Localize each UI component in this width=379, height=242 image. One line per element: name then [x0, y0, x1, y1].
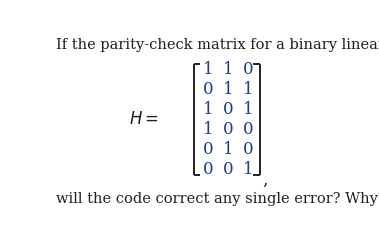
Text: 1: 1 [243, 161, 253, 178]
Text: 1: 1 [223, 60, 233, 78]
Text: If the parity-check matrix for a binary linear code is: If the parity-check matrix for a binary … [56, 38, 379, 52]
Text: 0: 0 [203, 141, 213, 158]
Text: 0: 0 [243, 141, 253, 158]
Text: 0: 0 [243, 121, 253, 138]
Text: 1: 1 [203, 60, 213, 78]
Text: 1: 1 [243, 81, 253, 98]
Text: $\mathit{H}=$: $\mathit{H}=$ [129, 111, 159, 128]
Text: 0: 0 [243, 60, 253, 78]
Text: 0: 0 [203, 81, 213, 98]
Text: 0: 0 [223, 161, 233, 178]
Text: ,: , [263, 172, 268, 189]
Text: 1: 1 [203, 121, 213, 138]
Text: 1: 1 [223, 81, 233, 98]
Text: 1: 1 [243, 101, 253, 118]
Text: 0: 0 [223, 121, 233, 138]
Text: 1: 1 [203, 101, 213, 118]
Text: 0: 0 [223, 101, 233, 118]
Text: 1: 1 [223, 141, 233, 158]
Text: 0: 0 [203, 161, 213, 178]
Text: will the code correct any single error? Why?: will the code correct any single error? … [56, 192, 379, 206]
